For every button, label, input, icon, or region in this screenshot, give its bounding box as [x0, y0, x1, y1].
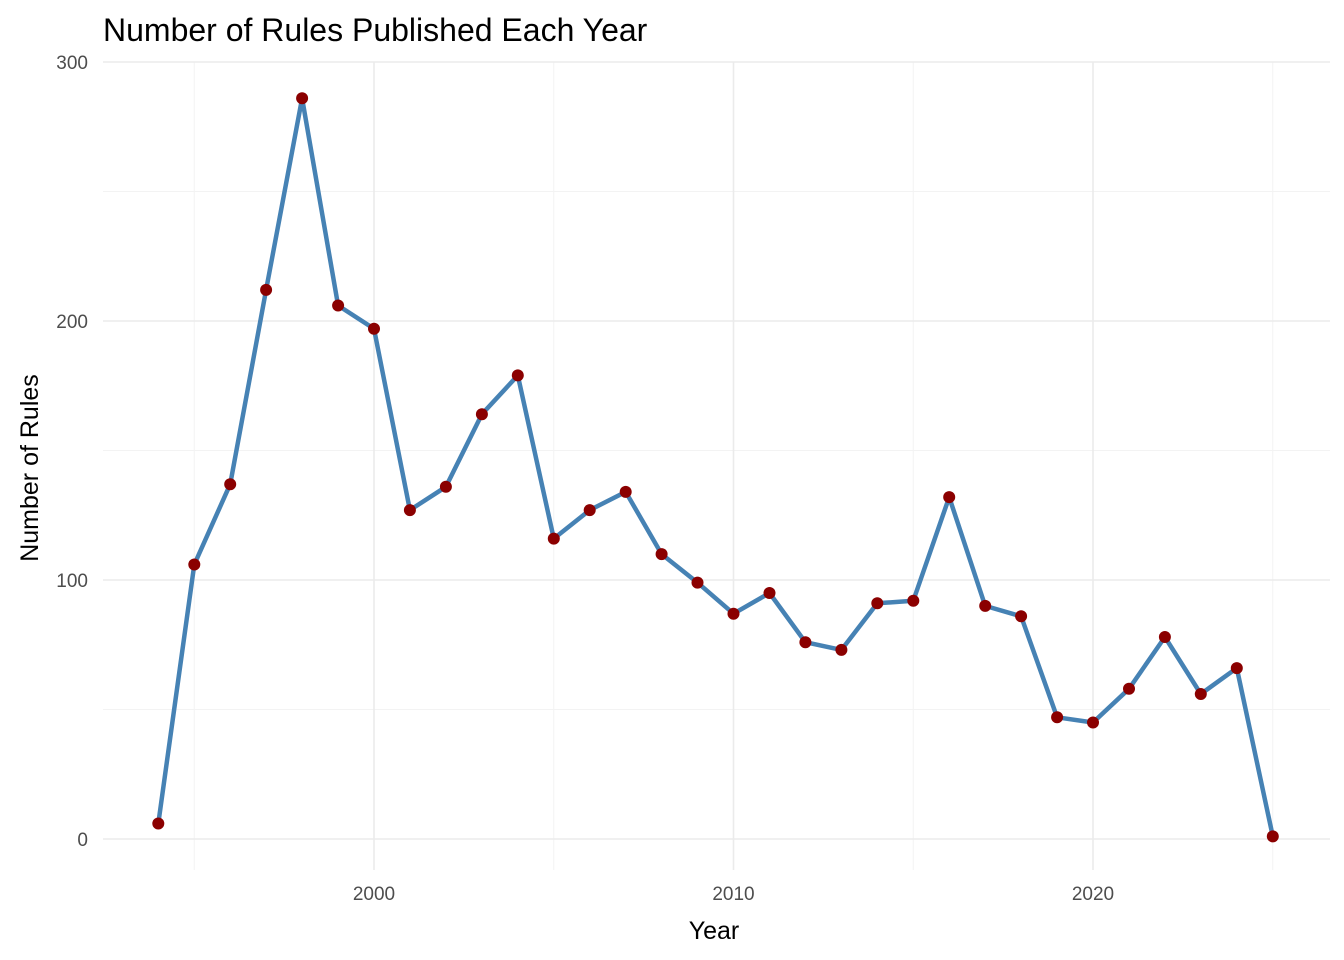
data-point	[763, 587, 776, 599]
data-point	[1123, 682, 1135, 695]
data-point	[691, 576, 704, 589]
data-line-layer	[156, 96, 1276, 839]
data-point	[1194, 688, 1207, 700]
y-tick-label: 200	[56, 312, 88, 333]
chart-title: Number of Rules Published Each Year	[103, 12, 648, 48]
data-point	[1266, 830, 1279, 843]
data-point	[1051, 711, 1064, 724]
data-point	[475, 408, 488, 421]
axis-ticks: 2000 2010 2020 0 100 200 300	[56, 53, 1114, 905]
data-point	[224, 478, 237, 491]
data-point	[188, 558, 201, 571]
data-point	[332, 299, 345, 312]
x-tick-label: 2000	[353, 884, 395, 905]
data-point	[943, 491, 956, 504]
grid-lines	[103, 61, 1330, 870]
data-points-layer	[152, 92, 1279, 843]
x-tick-label: 2020	[1072, 884, 1114, 905]
x-tick-label: 2010	[712, 884, 754, 905]
data-point	[907, 594, 920, 607]
data-point	[979, 599, 992, 612]
data-point	[368, 322, 380, 335]
y-tick-label: 300	[56, 53, 88, 74]
data-point	[1087, 716, 1099, 729]
data-point	[619, 485, 632, 498]
x-axis-title: Year	[689, 917, 740, 945]
data-point	[655, 548, 668, 561]
data-point	[1230, 662, 1243, 675]
data-point	[1015, 610, 1028, 623]
y-axis-title: Number of Rules	[16, 374, 44, 562]
data-point	[439, 480, 452, 493]
data-point	[152, 817, 165, 830]
y-tick-label: 0	[77, 830, 88, 851]
data-point	[727, 607, 740, 620]
data-point	[403, 504, 416, 517]
y-tick-label: 100	[56, 571, 88, 592]
data-point	[871, 597, 884, 610]
data-point	[1158, 631, 1171, 643]
data-point	[547, 532, 560, 545]
data-point	[583, 504, 596, 517]
data-point	[799, 636, 812, 649]
data-point	[296, 92, 309, 105]
data-point	[835, 643, 848, 656]
data-point	[511, 369, 524, 382]
series-line	[156, 96, 1276, 839]
data-point	[260, 283, 273, 296]
